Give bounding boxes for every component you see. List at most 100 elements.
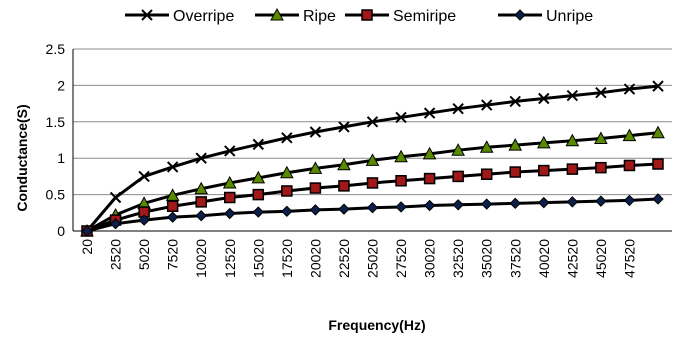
data-point-square bbox=[366, 177, 379, 189]
data-point-diamond bbox=[566, 196, 579, 208]
data-point-x bbox=[109, 191, 122, 204]
data-point-square bbox=[595, 161, 607, 174]
data-point-square bbox=[281, 185, 293, 197]
data-point-x bbox=[538, 92, 550, 105]
data-point-diamond bbox=[252, 206, 265, 218]
data-point-x bbox=[281, 132, 293, 144]
data-point-square bbox=[252, 188, 265, 201]
legend-item-semiripe: Semiripe bbox=[345, 8, 456, 25]
x-tick-label: 37520 bbox=[507, 239, 523, 278]
data-point-diamond bbox=[423, 199, 436, 212]
data-point-triangle bbox=[308, 161, 323, 174]
x-tick-label: 30020 bbox=[422, 239, 438, 278]
data-point-x bbox=[141, 9, 153, 21]
data-point-x bbox=[395, 111, 407, 124]
data-point-square bbox=[652, 158, 664, 170]
data-point-square bbox=[338, 180, 350, 192]
data-point-square bbox=[195, 196, 207, 208]
data-point-diamond bbox=[138, 214, 150, 226]
data-point-square bbox=[566, 163, 579, 175]
series-group bbox=[80, 80, 665, 237]
axes bbox=[72, 49, 672, 232]
data-point-x bbox=[480, 99, 493, 111]
data-point-diamond bbox=[109, 218, 122, 230]
y-tick-label: 0 bbox=[57, 223, 65, 239]
data-point-x bbox=[166, 161, 179, 173]
data-point-x bbox=[623, 83, 636, 95]
data-point-triangle bbox=[508, 138, 523, 151]
x-tick-label: 17520 bbox=[279, 239, 295, 278]
data-point-x bbox=[452, 102, 464, 115]
data-point-diamond bbox=[514, 9, 526, 21]
legend-label: Semiripe bbox=[393, 8, 456, 25]
legend-item-ripe: Ripe bbox=[255, 7, 336, 25]
data-point-triangle bbox=[451, 143, 465, 156]
data-point-square bbox=[452, 170, 464, 183]
gridlines bbox=[73, 48, 672, 196]
data-point-x bbox=[509, 95, 521, 108]
data-point-x bbox=[224, 145, 236, 157]
x-tick-label: 20020 bbox=[307, 239, 323, 278]
data-point-diamond bbox=[395, 201, 407, 213]
x-axis-title: Frequency(Hz) bbox=[328, 317, 425, 333]
data-point-square bbox=[395, 175, 407, 187]
data-point-x bbox=[652, 80, 664, 92]
data-point-square bbox=[538, 164, 550, 177]
data-point-x bbox=[595, 86, 607, 99]
data-point-triangle bbox=[251, 170, 266, 184]
x-tick-label: 47520 bbox=[621, 239, 637, 278]
data-point-diamond bbox=[652, 193, 664, 205]
data-point-x bbox=[309, 126, 322, 138]
data-point-triangle bbox=[270, 7, 284, 21]
x-tick-label: 2520 bbox=[108, 239, 124, 270]
data-point-triangle bbox=[594, 131, 608, 145]
data-point-triangle bbox=[651, 125, 665, 139]
data-point-diamond bbox=[366, 201, 379, 214]
y-tick-label: 1.5 bbox=[46, 114, 66, 130]
legend-label: Ripe bbox=[303, 8, 336, 25]
legend: Overripe Ripe Semiripe Unripe bbox=[125, 7, 593, 25]
data-point-diamond bbox=[195, 210, 207, 222]
series-overripe bbox=[81, 80, 664, 237]
x-tick-label: 5020 bbox=[136, 239, 152, 270]
data-point-square bbox=[423, 172, 436, 185]
data-point-triangle bbox=[365, 153, 380, 166]
data-point-triangle bbox=[280, 165, 294, 179]
data-point-diamond bbox=[509, 197, 521, 210]
data-point-diamond bbox=[166, 211, 179, 223]
legend-item-unripe: Unripe bbox=[498, 8, 593, 25]
x-tick-label: 35020 bbox=[479, 239, 495, 278]
y-tick-label: 2.5 bbox=[46, 41, 66, 57]
data-point-triangle bbox=[422, 146, 437, 160]
data-point-x bbox=[423, 107, 436, 119]
data-point-x bbox=[566, 89, 579, 102]
data-point-triangle bbox=[394, 149, 408, 163]
x-tick-label: 32520 bbox=[450, 239, 466, 278]
x-tick-label: 15020 bbox=[250, 239, 266, 278]
series-unripe bbox=[81, 193, 664, 237]
x-tick-labels: 20 2520 5020 7520 10020 12520 15020 17520 20020 2… bbox=[79, 239, 637, 278]
x-tick-label: 10020 bbox=[193, 239, 209, 278]
data-point-triangle bbox=[479, 140, 494, 153]
y-tick-label: 2 bbox=[57, 77, 65, 93]
x-tick-label: 27520 bbox=[393, 239, 409, 278]
data-point-triangle bbox=[165, 188, 180, 201]
y-tick-label: 1 bbox=[57, 150, 65, 166]
data-point-x bbox=[252, 138, 265, 151]
data-point-diamond bbox=[81, 225, 93, 237]
x-tick-label: 7520 bbox=[165, 239, 181, 270]
data-point-triangle bbox=[536, 135, 551, 149]
data-point-square bbox=[509, 166, 521, 178]
data-point-square bbox=[361, 9, 373, 21]
x-tick-label: 20 bbox=[79, 239, 95, 255]
data-point-diamond bbox=[538, 196, 550, 209]
x-tick-label: 45020 bbox=[593, 239, 609, 278]
y-tick-labels: 0 0.5 1 1.5 2 2.5 bbox=[46, 41, 66, 239]
data-point-x bbox=[366, 116, 379, 128]
data-point-diamond bbox=[452, 199, 464, 211]
data-point-diamond bbox=[623, 194, 636, 207]
data-point-triangle bbox=[337, 157, 351, 171]
data-point-square bbox=[166, 200, 179, 212]
x-tick-label: 12520 bbox=[222, 239, 238, 278]
data-point-diamond bbox=[281, 205, 293, 218]
